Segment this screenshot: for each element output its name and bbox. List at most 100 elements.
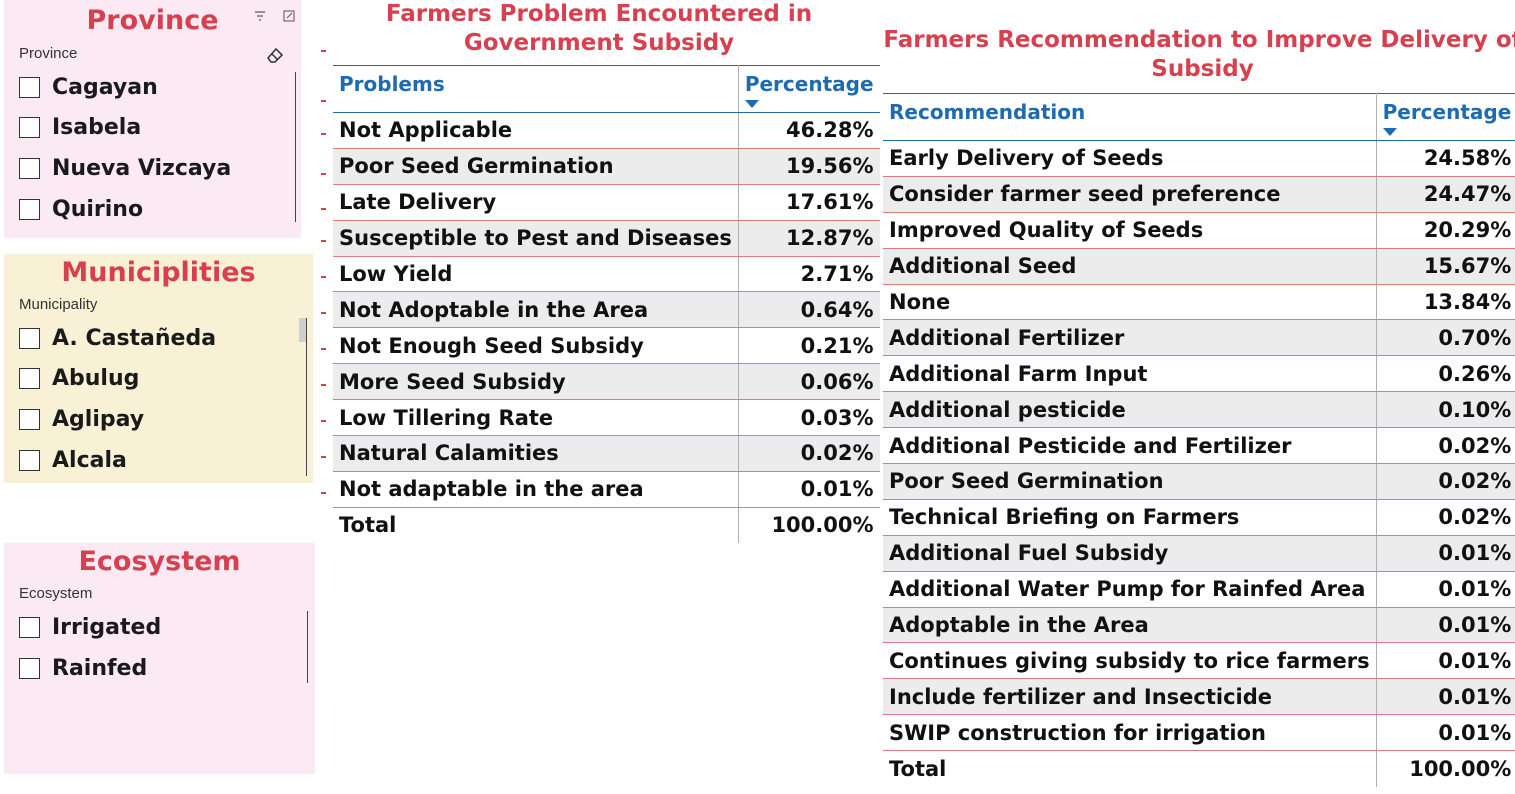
row-marker xyxy=(321,456,326,458)
row-percentage: 0.01% xyxy=(1376,607,1515,644)
row-percentage: 0.64% xyxy=(738,291,880,329)
table-row[interactable]: Adoptable in the Area 0.01% xyxy=(883,607,1515,644)
row-label: Technical Briefing on Farmers xyxy=(883,499,1377,536)
table-row[interactable]: Technical Briefing on Farmers 0.02% xyxy=(883,499,1515,536)
row-percentage: 0.01% xyxy=(1376,714,1515,752)
sort-descending-icon[interactable] xyxy=(744,100,759,108)
sort-descending-icon[interactable] xyxy=(1382,128,1397,136)
table-row[interactable]: Not Applicable 46.28% xyxy=(333,112,880,149)
row-percentage: 19.56% xyxy=(738,148,880,185)
checkbox[interactable] xyxy=(19,327,40,349)
row-label: Improved Quality of Seeds xyxy=(883,212,1377,249)
row-percentage: 0.01% xyxy=(1376,642,1515,680)
table-row[interactable]: Additional Pesticide and Fertilizer 0.02% xyxy=(883,427,1515,465)
ecosystem-scrollbar[interactable] xyxy=(307,611,308,683)
row-percentage: 0.02% xyxy=(1376,463,1515,500)
table-row[interactable]: Susceptible to Pest and Diseases 12.87% xyxy=(333,220,880,257)
checkbox[interactable] xyxy=(19,157,40,179)
table-row[interactable]: Additional Seed 15.67% xyxy=(883,248,1515,285)
checkbox[interactable] xyxy=(19,449,40,471)
table-row[interactable]: Not Adoptable in the Area 0.64% xyxy=(333,291,880,329)
province-slicer-item[interactable]: Cagayan xyxy=(19,70,158,104)
row-percentage: 0.70% xyxy=(1376,319,1515,357)
eraser-icon[interactable] xyxy=(264,44,286,66)
municipality-slicer-item[interactable]: Alcala xyxy=(19,443,127,477)
recommendation-header[interactable]: Recommendation xyxy=(883,93,1377,141)
table-row[interactable]: Additional Fuel Subsidy 0.01% xyxy=(883,535,1515,572)
table-row[interactable]: None 13.84% xyxy=(883,284,1515,321)
row-label: Not Adoptable in the Area xyxy=(333,291,739,329)
row-marker xyxy=(321,133,326,135)
row-label: Poor Seed Germination xyxy=(333,148,739,185)
ecosystem-slicer-item[interactable]: Irrigated xyxy=(19,610,161,644)
municipality-scrollbar[interactable] xyxy=(306,318,307,476)
checkbox[interactable] xyxy=(19,117,40,139)
row-label: Low Yield xyxy=(333,256,739,293)
row-label: Additional Farm Input xyxy=(883,355,1377,393)
total-value: 100.00% xyxy=(738,506,880,544)
checkbox[interactable] xyxy=(19,368,40,390)
municipality-slicer-item-label: A. Castañeda xyxy=(52,325,217,351)
table-row[interactable]: Additional Farm Input 0.26% xyxy=(883,355,1515,393)
row-label: More Seed Subsidy xyxy=(333,363,739,401)
municipality-slicer-item[interactable]: Abulug xyxy=(19,362,139,396)
province-slicer-item[interactable]: Isabela xyxy=(19,111,141,145)
table-row[interactable]: Continues giving subsidy to rice farmers… xyxy=(883,642,1515,680)
checkbox[interactable] xyxy=(19,408,40,430)
ecosystem-slicer-item-label: Rainfed xyxy=(52,655,148,681)
table-row[interactable]: Poor Seed Germination 19.56% xyxy=(333,148,880,185)
province-slicer: Province Province Cagayan Isabela Nueva Vi… xyxy=(4,0,301,238)
checkbox[interactable] xyxy=(19,76,40,98)
table-row[interactable]: Low Yield 2.71% xyxy=(333,256,880,293)
row-percentage: 0.01% xyxy=(1376,535,1515,572)
province-slicer-item[interactable]: Nueva Vizcaya xyxy=(19,151,231,185)
row-label: Consider farmer seed preference xyxy=(883,176,1377,213)
province-slicer-label: Province xyxy=(19,45,78,62)
municipality-slicer-item[interactable]: A. Castañeda xyxy=(19,321,216,355)
municipality-slicer-item[interactable]: Aglipay xyxy=(19,402,144,436)
table-row[interactable]: Not Enough Seed Subsidy 0.21% xyxy=(333,327,880,365)
recommendation-percentage-header[interactable]: Percentage xyxy=(1376,93,1515,141)
row-label: Additional pesticide xyxy=(883,391,1377,429)
row-label: SWIP construction for irrigation xyxy=(883,714,1377,752)
table-row[interactable]: Natural Calamities 0.02% xyxy=(333,435,880,472)
municipality-slicer-label: Municipality xyxy=(19,296,98,313)
table-row[interactable]: Additional pesticide 0.10% xyxy=(883,391,1515,429)
table-row[interactable]: SWIP construction for irrigation 0.01% xyxy=(883,714,1515,752)
table-row[interactable]: Poor Seed Germination 0.02% xyxy=(883,463,1515,500)
focus-mode-icon[interactable] xyxy=(280,7,298,25)
table-row[interactable]: Include fertilizer and Insecticide 0.01% xyxy=(883,678,1515,716)
table-row[interactable]: Early Delivery of Seeds 24.58% xyxy=(883,140,1515,177)
table-row[interactable]: Low Tillering Rate 0.03% xyxy=(333,399,880,437)
row-marker xyxy=(321,276,326,278)
table-row[interactable]: Additional Fertilizer 0.70% xyxy=(883,319,1515,357)
province-scrollbar[interactable] xyxy=(295,72,296,222)
recommendation-table: Recommendation Percentage Early Delivery… xyxy=(883,93,1515,787)
checkbox[interactable] xyxy=(19,616,40,638)
percentage-header[interactable]: Percentage xyxy=(738,65,880,113)
ecosystem-slicer-label: Ecosystem xyxy=(19,585,93,602)
recommendation-table-title: Farmers Recommendation to Improve Delive… xyxy=(880,26,1515,84)
checkbox[interactable] xyxy=(19,657,40,679)
table-row[interactable]: More Seed Subsidy 0.06% xyxy=(333,363,880,401)
ecosystem-slicer-item[interactable]: Rainfed xyxy=(19,651,147,685)
table-row[interactable]: Improved Quality of Seeds 20.29% xyxy=(883,212,1515,249)
row-label: Susceptible to Pest and Diseases xyxy=(333,220,739,257)
row-percentage: 0.02% xyxy=(1376,427,1515,465)
filter-icon[interactable] xyxy=(251,7,269,25)
row-label: Not Applicable xyxy=(333,112,739,149)
table-row[interactable]: Consider farmer seed preference 24.47% xyxy=(883,176,1515,213)
row-label: Early Delivery of Seeds xyxy=(883,140,1377,177)
province-slicer-item[interactable]: Quirino xyxy=(19,192,143,226)
row-percentage: 0.02% xyxy=(738,435,880,472)
province-slicer-title: Province xyxy=(86,5,219,36)
checkbox[interactable] xyxy=(19,198,40,220)
row-label: Additional Pesticide and Fertilizer xyxy=(883,427,1377,465)
row-marker xyxy=(321,492,326,494)
municipality-scrollbar-thumb[interactable] xyxy=(299,318,306,342)
table-row[interactable]: Not adaptable in the area 0.01% xyxy=(333,471,880,508)
problems-header[interactable]: Problems xyxy=(333,65,739,113)
total-label: Total xyxy=(883,750,1377,787)
table-row[interactable]: Additional Water Pump for Rainfed Area 0.… xyxy=(883,571,1515,608)
table-row[interactable]: Late Delivery 17.61% xyxy=(333,184,880,221)
